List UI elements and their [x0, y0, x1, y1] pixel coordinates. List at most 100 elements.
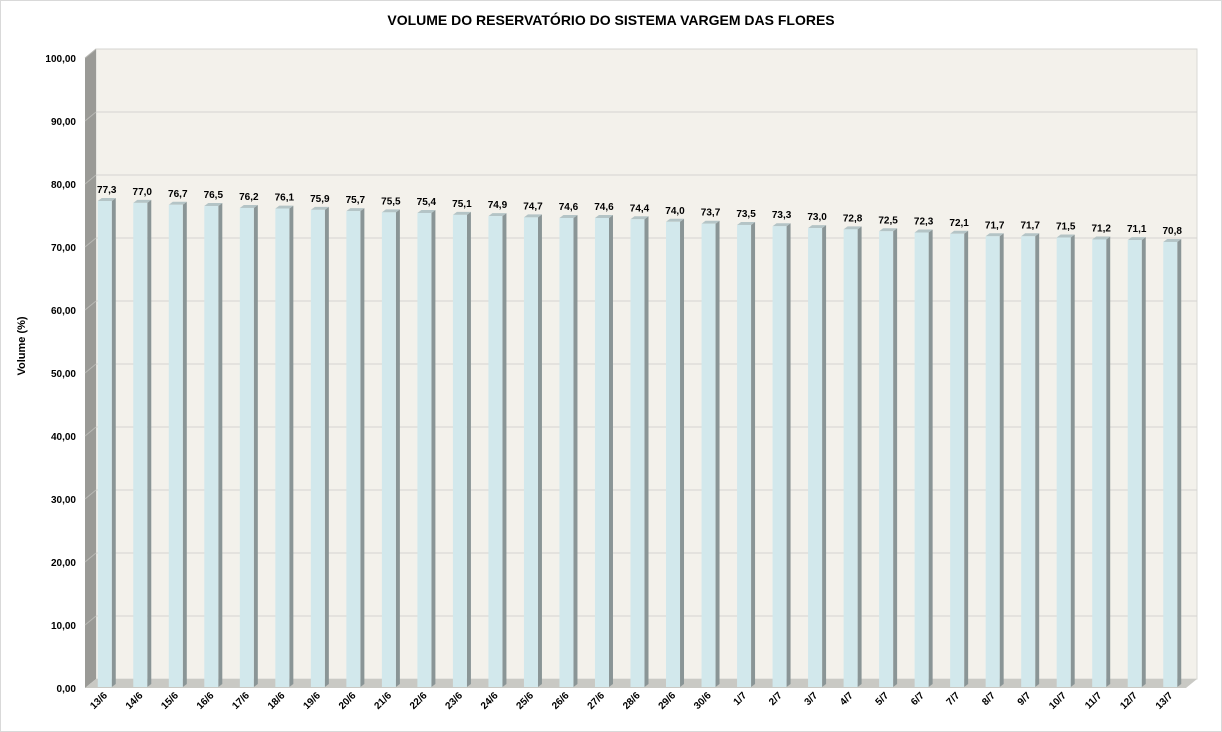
bar-top — [1163, 238, 1182, 242]
x-tick-label: 17/6 — [230, 690, 252, 712]
bar-front — [950, 233, 965, 687]
chart-title: VOLUME DO RESERVATÓRIO DO SISTEMA VARGEM… — [387, 12, 835, 28]
x-tick-label: 20/6 — [337, 690, 359, 712]
bar-top — [630, 216, 649, 220]
x-tick-label: 16/6 — [195, 690, 217, 712]
bar — [97, 198, 116, 687]
x-tick-label: 21/6 — [372, 690, 394, 712]
y-tick-label: 0,00 — [57, 684, 77, 695]
x-tick-label: 11/7 — [1083, 690, 1104, 711]
data-label: 74,6 — [594, 202, 614, 213]
bar-front — [914, 232, 929, 687]
x-tick-label: 3/7 — [803, 690, 821, 708]
bars — [97, 198, 1182, 688]
y-tick-label: 70,00 — [51, 243, 76, 254]
data-label: 74,6 — [559, 202, 579, 213]
bar-front — [417, 212, 432, 688]
bar — [381, 209, 400, 687]
data-label: 73,5 — [736, 209, 756, 220]
x-axis-ticks: 13/6 14/6 15/6 16/6 17/6 18/6 19/6 20/6 21/6 22/6… — [88, 690, 1175, 712]
bar-top — [239, 204, 258, 208]
data-label: 72,3 — [914, 217, 934, 228]
bar-top — [452, 211, 471, 215]
x-tick-label: 12/7 — [1118, 690, 1140, 712]
bar-front — [97, 201, 112, 687]
bar — [950, 230, 969, 687]
bar-side — [324, 206, 329, 687]
bar-side — [928, 229, 933, 687]
data-label: 76,2 — [239, 192, 259, 203]
bar-side — [466, 211, 471, 687]
bar — [417, 209, 436, 688]
bar-front — [594, 218, 609, 687]
bar-side — [289, 205, 294, 687]
bar — [559, 215, 578, 687]
y-tick-label: 30,00 — [51, 495, 76, 506]
bar-front — [204, 206, 219, 688]
bar-front — [559, 218, 574, 687]
bar-front — [488, 216, 503, 687]
bar — [239, 204, 258, 687]
bar-front — [666, 221, 681, 688]
bar-front — [381, 212, 396, 687]
bar-top — [275, 205, 294, 209]
bar — [168, 201, 187, 688]
x-tick-label: 23/6 — [443, 690, 465, 712]
bar-top — [310, 206, 329, 210]
bar-side — [680, 218, 685, 688]
bar-top — [594, 215, 613, 219]
data-label: 76,7 — [168, 189, 188, 200]
data-label: 71,7 — [1020, 220, 1040, 231]
x-tick-label: 1/7 — [732, 690, 750, 708]
bar-top — [97, 198, 116, 202]
bar — [204, 203, 223, 688]
x-tick-label: 26/6 — [550, 690, 572, 712]
y-tick-label: 90,00 — [51, 117, 76, 128]
bar — [808, 225, 827, 687]
bar-top — [879, 228, 898, 232]
bar-top — [488, 213, 507, 217]
gridline-side — [84, 300, 97, 311]
data-label: 74,7 — [523, 201, 543, 212]
bar — [1163, 238, 1182, 687]
bar-side — [1141, 237, 1146, 687]
bar-front — [346, 211, 361, 687]
bar-front — [239, 207, 254, 687]
data-label: 74,0 — [665, 206, 685, 217]
bar-top — [701, 220, 720, 224]
x-tick-label: 29/6 — [657, 690, 679, 712]
gridline-side — [84, 489, 97, 500]
x-tick-label: 13/6 — [88, 690, 110, 712]
bar-side — [644, 216, 649, 687]
gridline-side — [84, 426, 97, 437]
y-tick-label: 60,00 — [51, 306, 76, 317]
data-label: 75,1 — [452, 199, 472, 210]
data-label: 75,9 — [310, 194, 330, 205]
bar-front — [523, 217, 538, 687]
bar-front — [1127, 240, 1142, 687]
bar-front — [133, 202, 148, 687]
x-tick-label: 25/6 — [515, 690, 537, 712]
bar — [630, 216, 649, 687]
gridline-side — [84, 552, 97, 563]
data-label: 77,3 — [97, 185, 117, 196]
x-tick-label: 2/7 — [767, 690, 785, 708]
data-label: 74,4 — [630, 203, 650, 214]
bar — [737, 221, 756, 687]
gridline-side — [84, 615, 97, 626]
bar-top — [381, 209, 400, 213]
bar-top — [346, 208, 365, 212]
bar — [666, 218, 685, 688]
data-label: 75,5 — [381, 196, 401, 207]
data-label: 72,1 — [949, 218, 969, 229]
bar — [594, 215, 613, 687]
x-tick-label: 10/7 — [1047, 690, 1069, 712]
bar-top — [1127, 237, 1146, 241]
bar-side — [111, 198, 116, 687]
y-tick-label: 10,00 — [51, 621, 76, 632]
x-tick-label: 18/6 — [266, 690, 288, 712]
x-tick-label: 19/6 — [301, 690, 323, 712]
bar — [914, 229, 933, 687]
bar-front — [772, 226, 787, 687]
